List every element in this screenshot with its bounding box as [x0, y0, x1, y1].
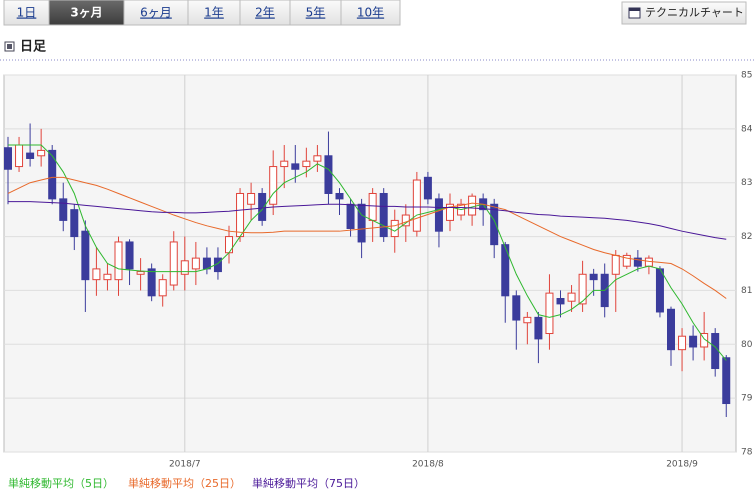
tab[interactable] — [3, 0, 50, 26]
tab-label[interactable]: 1日 — [17, 6, 37, 20]
tab-label[interactable]: 1年 — [204, 6, 224, 20]
y-tick-label: 82 — [741, 232, 752, 242]
candle-body — [258, 192, 267, 221]
header-icon-fill — [7, 44, 12, 49]
candle-body — [689, 335, 698, 348]
tab-label[interactable]: 3ヶ月 — [70, 6, 102, 20]
candle-body — [302, 160, 311, 168]
candle-body — [313, 155, 322, 162]
candle-body — [644, 257, 653, 267]
legend-label: 単純移動平均（25日） — [128, 476, 241, 490]
legend-label: 単純移動平均（75日） — [252, 476, 365, 490]
candle-body — [335, 192, 344, 200]
candle-body — [269, 166, 278, 205]
candle-body — [324, 155, 333, 194]
candle-body — [103, 273, 112, 281]
candle-body — [468, 195, 477, 216]
candle-body — [534, 316, 543, 340]
candle-body — [169, 241, 178, 286]
candle-body — [434, 198, 443, 232]
candle-body — [180, 260, 189, 275]
candle-body — [191, 257, 200, 270]
candle-body — [501, 244, 510, 297]
candle-body — [589, 273, 598, 281]
candle-body — [512, 295, 521, 321]
tab-label[interactable]: 2年 — [255, 6, 275, 20]
candle-body — [357, 203, 366, 243]
candle-body — [158, 279, 167, 297]
tab-label[interactable]: 10年 — [357, 6, 384, 20]
candle-body — [92, 268, 101, 281]
y-tick-label: 85 — [741, 71, 752, 81]
candle-body — [567, 292, 576, 302]
x-tick-label: 2018/9 — [666, 460, 698, 470]
y-tick-label: 79 — [741, 394, 753, 404]
candle-body — [423, 176, 432, 200]
candle-body — [722, 357, 731, 405]
ma-line — [8, 144, 727, 361]
candle-body — [114, 241, 123, 281]
candle-body — [545, 292, 554, 335]
candle-body — [59, 198, 68, 221]
candle-body — [147, 268, 156, 297]
candle-body — [26, 152, 35, 159]
candle-body — [136, 271, 145, 275]
tab-label[interactable]: 5年 — [306, 6, 326, 20]
candle-body — [446, 203, 454, 221]
candle-body — [125, 241, 134, 270]
chart-title: 日足 — [20, 40, 47, 55]
x-tick-label: 2018/7 — [169, 460, 201, 470]
candle-body — [280, 160, 289, 168]
candle-body — [291, 163, 300, 170]
candle-body — [633, 257, 642, 267]
tab[interactable] — [123, 0, 189, 26]
candle-body — [412, 179, 421, 232]
candle-body — [700, 333, 709, 348]
candle-body — [678, 335, 687, 351]
candle-body — [4, 147, 12, 170]
y-tick-label: 78 — [741, 448, 753, 458]
candle-body — [70, 209, 79, 238]
tab[interactable] — [340, 0, 401, 26]
candle-body — [225, 236, 233, 254]
candle-body — [490, 203, 499, 246]
tab[interactable] — [289, 0, 342, 26]
legend-label: 単純移動平均（5日） — [8, 476, 114, 490]
y-tick-label: 80 — [741, 340, 753, 350]
candle-body — [346, 203, 355, 229]
y-tick-label: 84 — [741, 124, 753, 134]
candle-body — [236, 192, 245, 238]
candle-body — [655, 268, 664, 313]
tab-label[interactable]: 6ヶ月 — [140, 6, 172, 20]
candle-body — [390, 219, 399, 238]
candle-body — [368, 192, 377, 221]
x-tick-label: 2018/8 — [412, 460, 444, 470]
candle-body — [247, 192, 256, 205]
technical-button-label[interactable]: テクニカルチャート — [645, 6, 744, 19]
candle-body — [523, 316, 532, 324]
candle-body — [379, 192, 388, 238]
technical-button[interactable] — [621, 1, 747, 25]
ma-line — [7, 176, 727, 299]
candle-body — [711, 333, 720, 370]
candle-body — [622, 254, 631, 267]
candle-body — [667, 308, 675, 351]
button-icon-bar — [629, 8, 640, 11]
candle-body — [48, 149, 57, 200]
y-tick-label: 83 — [741, 178, 752, 188]
candle-body — [556, 298, 565, 305]
candle-body — [578, 273, 587, 305]
ma-line — [8, 201, 727, 240]
y-tick-label: 81 — [741, 286, 752, 296]
candle-body — [81, 230, 90, 281]
candle-body — [611, 254, 620, 275]
candle-body — [37, 149, 46, 157]
candle-body — [401, 214, 410, 227]
candle-body — [15, 144, 24, 168]
